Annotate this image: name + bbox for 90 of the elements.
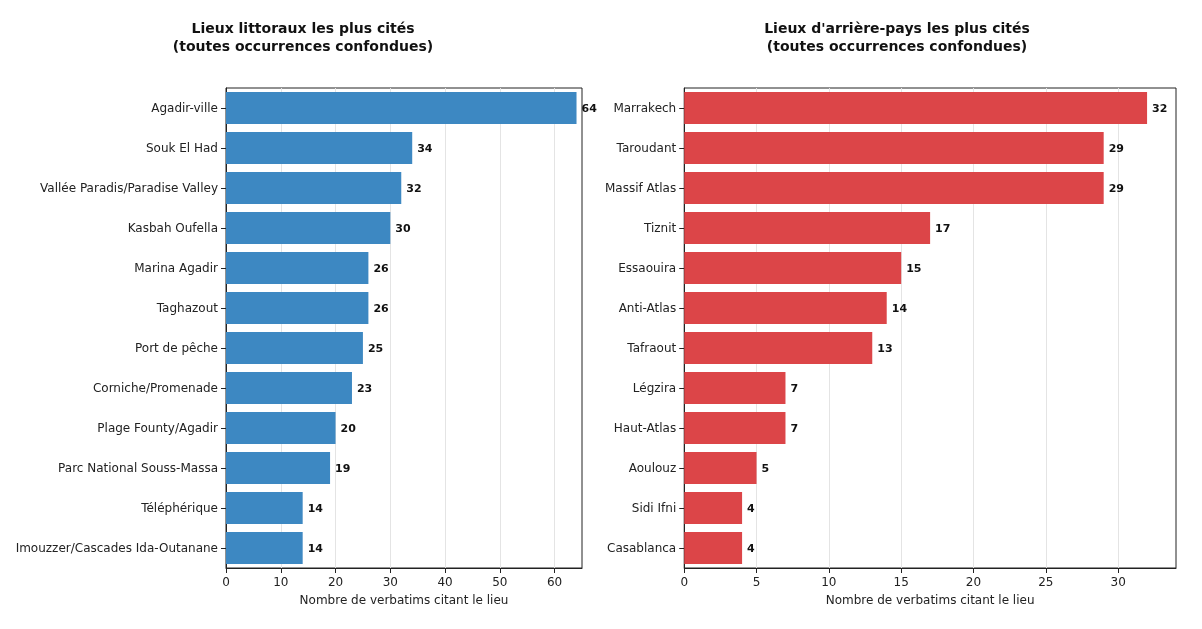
y-tick-label: Tafraout — [626, 341, 677, 355]
data-label: 29 — [1108, 141, 1124, 155]
bar — [226, 412, 336, 444]
bar — [226, 532, 303, 564]
y-tick-label: Imouzzer/Cascades Ida-Outanane — [15, 541, 218, 555]
x-axis-title: Nombre de verbatims citant le lieu — [299, 593, 509, 607]
y-tick-label: Légzira — [632, 381, 677, 395]
data-label: 7 — [790, 381, 799, 395]
bar — [226, 372, 352, 404]
y-tick-label: Agadir-ville — [151, 101, 218, 115]
data-label: 4 — [747, 501, 756, 515]
data-label: 25 — [367, 341, 384, 355]
y-tick-label: Parc National Souss-Massa — [58, 461, 218, 475]
y-tick-label: Plage Founty/Agadir — [97, 421, 219, 435]
y-tick-label: Souk El Had — [145, 141, 218, 155]
y-tick-label: Marina Agadir — [134, 261, 219, 275]
bar — [226, 332, 363, 364]
y-tick-label: Haut-Atlas — [613, 421, 677, 435]
x-tick-label: 5 — [752, 575, 761, 589]
y-tick-label: Marrakech — [613, 101, 677, 115]
bar — [226, 492, 303, 524]
data-label: 32 — [1152, 101, 1168, 115]
y-tick-label: Sidi Ifni — [631, 501, 677, 515]
x-tick-label: 15 — [893, 575, 909, 589]
bar — [226, 172, 402, 204]
x-tick-label: 30 — [1110, 575, 1126, 589]
y-tick-label: Kasbah Oufella — [127, 221, 218, 235]
data-label: 13 — [877, 341, 893, 355]
x-tick-label: 30 — [382, 575, 398, 589]
bar — [684, 412, 786, 444]
bar — [684, 92, 1148, 124]
bar — [684, 372, 786, 404]
data-label: 32 — [406, 181, 422, 195]
data-label: 7 — [790, 421, 799, 435]
y-tick-label: Aoulouz — [628, 461, 677, 475]
chart-title: Lieux littoraux les plus cités (toutes occurrences confondues) — [172, 20, 434, 54]
bar — [684, 532, 743, 564]
data-label: 19 — [335, 461, 351, 475]
data-label: 23 — [356, 381, 373, 395]
bar — [226, 252, 369, 284]
bar — [684, 132, 1104, 164]
x-tick-label: 0 — [222, 575, 230, 589]
x-tick-label: 25 — [1038, 575, 1054, 589]
data-label: 14 — [307, 541, 324, 555]
data-label: 14 — [891, 301, 908, 315]
x-axis-title: Nombre de verbatims citant le lieu — [825, 593, 1035, 607]
y-tick-label: Téléphérique — [140, 501, 218, 515]
y-tick-label: Tiznit — [642, 221, 677, 235]
y-tick-label: Taghazout — [155, 301, 219, 315]
y-tick-label: Vallée Paradis/Paradise Valley — [40, 181, 218, 195]
data-label: 15 — [906, 261, 922, 275]
data-label: 64 — [581, 101, 598, 115]
x-tick-label: 20 — [965, 575, 982, 589]
bar — [226, 292, 369, 324]
x-tick-label: 10 — [273, 575, 289, 589]
x-tick-label: 60 — [546, 575, 563, 589]
data-label: 26 — [373, 301, 390, 315]
data-label: 17 — [935, 221, 951, 235]
data-label: 26 — [373, 261, 390, 275]
y-tick-label: Essaouira — [618, 261, 677, 275]
bar — [226, 452, 331, 484]
bar — [684, 492, 743, 524]
y-tick-label: Port de pêche — [134, 341, 218, 355]
bar — [684, 292, 887, 324]
bar — [684, 212, 931, 244]
y-tick-label: Corniche/Promenade — [92, 381, 218, 395]
data-label: 14 — [307, 501, 324, 515]
bar — [226, 92, 577, 124]
data-label: 29 — [1108, 181, 1124, 195]
data-label: 34 — [417, 141, 433, 155]
y-tick-label: Taroudant — [615, 141, 677, 155]
bar — [684, 452, 757, 484]
x-tick-label: 50 — [492, 575, 508, 589]
bar — [684, 252, 902, 284]
bar — [684, 332, 873, 364]
x-tick-label: 40 — [437, 575, 453, 589]
y-tick-label: Massif Atlas — [604, 181, 677, 195]
bar — [226, 212, 391, 244]
data-label: 5 — [761, 461, 770, 475]
data-label: 20 — [340, 421, 357, 435]
chart-title: Lieux d'arrière-pays les plus cités (toutes occurrences confondues) — [764, 20, 1030, 54]
data-label: 4 — [747, 541, 756, 555]
y-tick-label: Casablanca — [607, 541, 677, 555]
data-label: 30 — [395, 221, 411, 235]
bar — [226, 132, 413, 164]
x-tick-label: 20 — [327, 575, 344, 589]
x-tick-label: 10 — [821, 575, 837, 589]
y-tick-label: Anti-Atlas — [618, 301, 677, 315]
bar — [684, 172, 1104, 204]
x-tick-label: 0 — [680, 575, 689, 589]
